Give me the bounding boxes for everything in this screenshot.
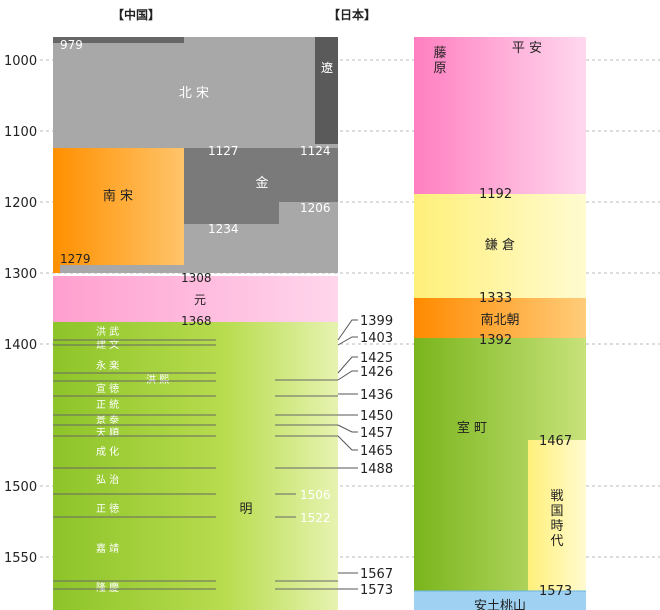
japan-year-1467: 1467 bbox=[539, 434, 572, 449]
y-label-1300: 1300 bbox=[4, 267, 37, 282]
period-sengoku bbox=[528, 440, 586, 591]
era-year-1457: 1457 bbox=[360, 426, 393, 441]
dynasty-yuan bbox=[53, 276, 338, 322]
dynasty-liao bbox=[315, 37, 338, 144]
southern-song-tail bbox=[53, 260, 60, 273]
china-year-1308: 1308 bbox=[181, 271, 212, 285]
label-fujiwara: 藤原 bbox=[433, 46, 446, 76]
era-year-1426: 1426 bbox=[360, 365, 393, 380]
label-nanbokucho: 南北朝 bbox=[480, 312, 519, 328]
y-label-1500: 1500 bbox=[4, 480, 37, 495]
label-azuchi-momoyama: 安土桃山 bbox=[474, 599, 526, 610]
northern-song-top-strip bbox=[53, 37, 184, 43]
y-label-1550: 1550 bbox=[4, 551, 37, 566]
period-kamakura bbox=[414, 194, 586, 298]
era-year-1403: 1403 bbox=[360, 331, 393, 346]
period-nanbokucho bbox=[414, 298, 586, 338]
china-year-1368: 1368 bbox=[181, 314, 212, 328]
period-heian bbox=[414, 37, 586, 194]
era-year-1450: 1450 bbox=[360, 409, 393, 424]
label-southern-song: 南 宋 bbox=[103, 188, 133, 204]
era-hongwu: 洪 武 bbox=[96, 325, 119, 338]
dynasty-jin bbox=[184, 148, 338, 224]
era-yongle: 永 楽 bbox=[96, 359, 119, 372]
era-chenghua: 成 化 bbox=[96, 445, 119, 458]
y-label-1200: 1200 bbox=[4, 196, 37, 211]
era-jiajing: 嘉 靖 bbox=[96, 542, 119, 555]
era-tianshun: 天 順 bbox=[96, 427, 119, 439]
dynasty-ming bbox=[53, 322, 338, 610]
era-year-1465: 1465 bbox=[360, 444, 393, 459]
japan-year-1573: 1573 bbox=[539, 584, 572, 599]
china-year-1124: 1124 bbox=[300, 144, 331, 158]
japan-year-1192: 1192 bbox=[479, 187, 512, 202]
china-year-1206: 1206 bbox=[300, 201, 331, 215]
china-header: 【中国】 bbox=[112, 8, 161, 22]
ming-year-1506: 1506 bbox=[300, 488, 331, 502]
sengoku-char-4: 代 bbox=[550, 534, 563, 549]
era-year-1567: 1567 bbox=[360, 567, 393, 582]
china-year-1234: 1234 bbox=[208, 222, 239, 236]
era-year-1573: 1573 bbox=[360, 583, 393, 598]
era-year-1436: 1436 bbox=[360, 388, 393, 403]
era-hongxi: 洪 熙 bbox=[146, 374, 169, 386]
label-ming: 明 bbox=[239, 502, 252, 517]
ming-year-1522: 1522 bbox=[300, 511, 331, 525]
era-longqing: 隆 慶 bbox=[96, 581, 119, 594]
era-hongzhi: 弘 治 bbox=[96, 473, 119, 486]
sengoku-char-3: 時 bbox=[550, 519, 563, 534]
china-year-1127: 1127 bbox=[208, 144, 239, 158]
sengoku-char-1: 戦 bbox=[550, 489, 563, 504]
era-year-connectors bbox=[337, 319, 358, 590]
label-northern-song: 北 宋 bbox=[179, 86, 209, 101]
label-jin: 金 bbox=[255, 175, 268, 191]
japan-year-1392: 1392 bbox=[479, 333, 512, 348]
era-zhengde: 正 徳 bbox=[96, 502, 119, 515]
dynasty-southern-song bbox=[53, 148, 184, 265]
label-heian: 平 安 bbox=[512, 41, 542, 56]
y-label-1100: 1100 bbox=[4, 125, 37, 140]
label-kamakura: 鎌 倉 bbox=[485, 238, 515, 253]
era-year-1399: 1399 bbox=[360, 314, 393, 329]
label-sengoku: 戦国時代 bbox=[550, 489, 563, 549]
china-year-1279: 1279 bbox=[60, 252, 91, 266]
era-zhengtong: 正 統 bbox=[96, 398, 119, 411]
japan-year-1333: 1333 bbox=[479, 291, 512, 306]
era-xuande: 宣 徳 bbox=[96, 382, 119, 395]
y-label-1400: 1400 bbox=[4, 338, 37, 353]
japan-header: 【日本】 bbox=[328, 8, 377, 22]
era-year-1488: 1488 bbox=[360, 462, 393, 477]
era-year-1425: 1425 bbox=[360, 351, 393, 366]
fujiwara-char-2: 原 bbox=[433, 61, 446, 76]
china-year-979: 979 bbox=[60, 38, 83, 52]
era-jingtai: 景 泰 bbox=[96, 413, 119, 426]
sengoku-char-2: 国 bbox=[550, 504, 563, 519]
label-liao: 遼 bbox=[321, 61, 333, 75]
y-label-1000: 1000 bbox=[4, 54, 37, 69]
period-azuchi-momoyama bbox=[414, 591, 586, 610]
fujiwara-char-1: 藤 bbox=[433, 46, 446, 61]
label-yuan: 元 bbox=[194, 293, 206, 307]
label-muromachi: 室 町 bbox=[457, 420, 487, 436]
era-separators bbox=[53, 339, 338, 590]
